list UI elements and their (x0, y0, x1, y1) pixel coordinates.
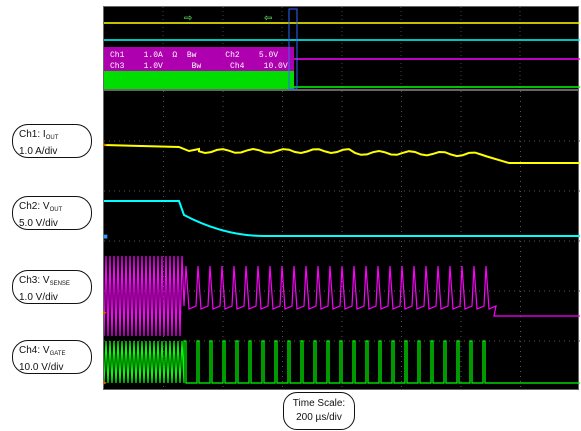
hud-row-1: Ch1 1.0A Ω Bw Ch2 5.0V (110, 51, 279, 60)
trace-ch4 (103, 340, 580, 384)
ch4-marker-icon: ▸ (103, 378, 108, 387)
time-scale-label: Time Scale: 200 µs/div (283, 392, 355, 430)
ch3-marker-icon: ▸ (103, 308, 108, 317)
trace-ch3 (103, 255, 580, 337)
overview-panel: ⇨ ⇦ Ch1 1.0A Ω Bw Ch2 5.0V Ch3 1.0V Bw C… (103, 6, 580, 91)
trace-ch4-mini (104, 71, 294, 89)
main-scope-screen (103, 90, 580, 391)
overview-svg: ⇨ ⇦ (104, 7, 580, 91)
hud-row-2: Ch3 1.0V Bw Ch4 10.0V (110, 62, 288, 71)
svg-text:⇦: ⇦ (264, 13, 272, 24)
trace-ch2 (104, 200, 580, 237)
ch2-marker-icon: ■ (103, 232, 108, 241)
ch1-label: Ch1: IOUT 1.0 A/div (12, 124, 92, 158)
scope-traces (103, 91, 580, 391)
svg-text:⇨: ⇨ (184, 13, 192, 24)
ch4-label: Ch4: VGATE 10.0 V/div (12, 340, 92, 374)
trace-ch1 (103, 144, 580, 164)
ch3-label: Ch3: VSENSE 1.0 V/div (12, 270, 92, 304)
ch1-marker-icon: ▸ (103, 140, 108, 149)
ch2-label: Ch2: VOUT 5.0 V/div (12, 196, 92, 230)
trace-ch3-mini (104, 47, 294, 72)
